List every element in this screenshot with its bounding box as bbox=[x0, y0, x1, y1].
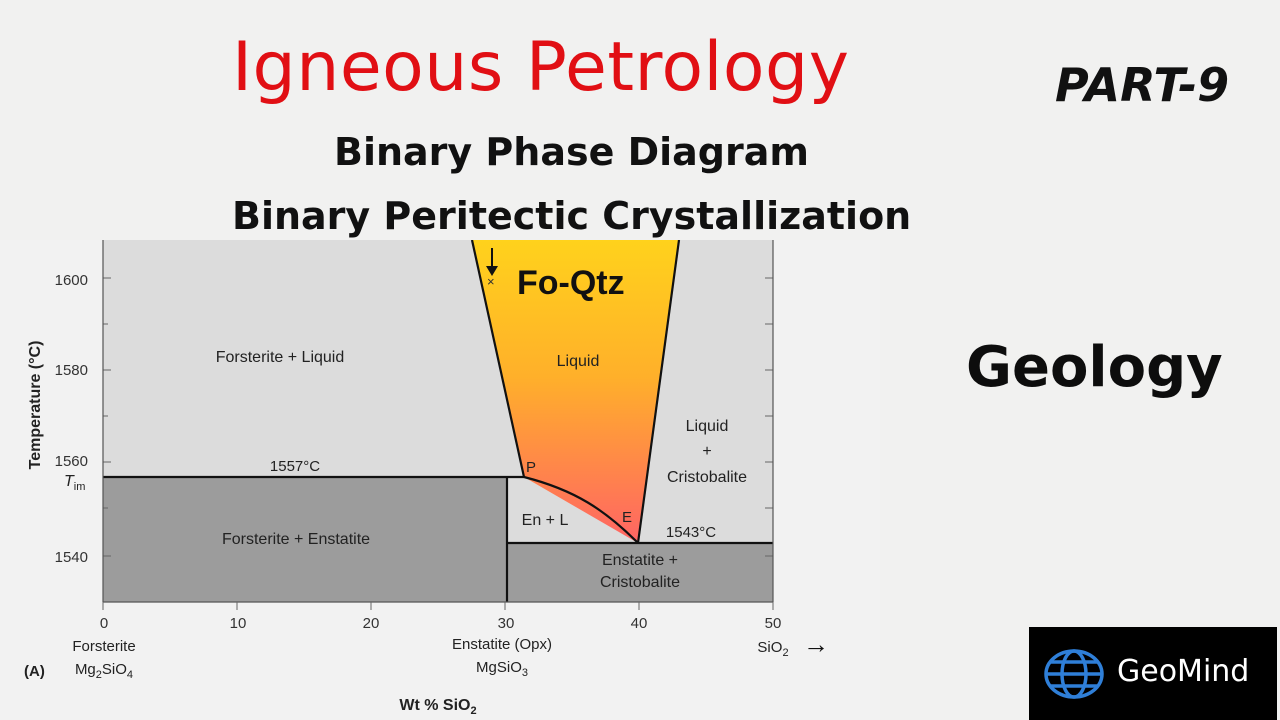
label-forsterite-formula: Mg2SiO4 bbox=[75, 661, 133, 681]
y-tick-tim: Tim bbox=[64, 473, 85, 493]
y-axis-title: Temperature (°C) bbox=[27, 341, 44, 470]
label-liq-cr-2: + bbox=[702, 443, 711, 460]
x-axis-title: Wt % SiO2 bbox=[399, 697, 476, 717]
y-tick-1540: 1540 bbox=[55, 549, 88, 566]
cooling-arrow-head bbox=[486, 266, 498, 276]
liquid-region bbox=[472, 240, 679, 543]
y-tick-1560: 1560 bbox=[55, 453, 88, 470]
liquidus-right bbox=[636, 240, 681, 544]
x-tick-50: 50 bbox=[765, 615, 782, 632]
subtitle-phase-diagram: Binary Phase Diagram bbox=[334, 130, 809, 174]
x-tick-30: 30 bbox=[498, 615, 515, 632]
x-tick-0: 0 bbox=[100, 615, 108, 632]
x-tick-40: 40 bbox=[631, 615, 648, 632]
label-forsterite: Forsterite bbox=[72, 638, 135, 655]
geology-label: Geology bbox=[966, 335, 1223, 400]
y-tick-1600: 1600 bbox=[55, 272, 88, 289]
label-isotherm-1543: 1543°C bbox=[666, 524, 716, 541]
geomind-logo: GeoMind bbox=[1029, 627, 1277, 720]
label-en-l: En + L bbox=[522, 512, 569, 529]
liquidus-left bbox=[470, 240, 526, 478]
label-liq-cr-3: Cristobalite bbox=[667, 469, 747, 486]
label-en-cr-1: Enstatite + bbox=[602, 552, 678, 569]
label-liq-cr-1: Liquid bbox=[686, 418, 729, 435]
bulk-composition-marker: × bbox=[487, 274, 495, 289]
globe-icon bbox=[1044, 649, 1104, 699]
liquidus-p-e bbox=[523, 475, 639, 544]
label-enstatite-formula: MgSiO3 bbox=[476, 659, 528, 679]
arrow-right-icon: → bbox=[803, 629, 829, 659]
phase-diagram: × Fo-Qtz Forsterite + Liquid Liquid Liqu… bbox=[0, 240, 880, 720]
label-liquid: Liquid bbox=[557, 353, 600, 370]
y-tick-1580: 1580 bbox=[55, 362, 88, 379]
label-isotherm-1557: 1557°C bbox=[270, 458, 320, 475]
label-en-cr-2: Cristobalite bbox=[600, 574, 680, 591]
label-point-e: E bbox=[622, 509, 632, 526]
label-point-p: P bbox=[526, 459, 536, 476]
x-tick-20: 20 bbox=[363, 615, 380, 632]
x-tick-10: 10 bbox=[230, 615, 247, 632]
label-fo-liquid: Forsterite + Liquid bbox=[216, 349, 345, 366]
subtitle-peritectic: Binary Peritectic Crystallization bbox=[232, 194, 912, 238]
region-fo-en-area bbox=[103, 477, 507, 602]
label-fo-en: Forsterite + Enstatite bbox=[222, 531, 370, 548]
part-label: PART-9 bbox=[1055, 58, 1230, 112]
label-system: Fo-Qtz bbox=[517, 264, 625, 302]
title-igneous-petrology: Igneous Petrology bbox=[232, 28, 850, 107]
panel-label: (A) bbox=[24, 663, 45, 680]
label-sio2-end: SiO2 bbox=[757, 639, 788, 659]
region-en-cr-area bbox=[507, 543, 773, 602]
logo-text: GeoMind bbox=[1117, 654, 1250, 689]
label-enstatite: Enstatite (Opx) bbox=[452, 636, 552, 653]
